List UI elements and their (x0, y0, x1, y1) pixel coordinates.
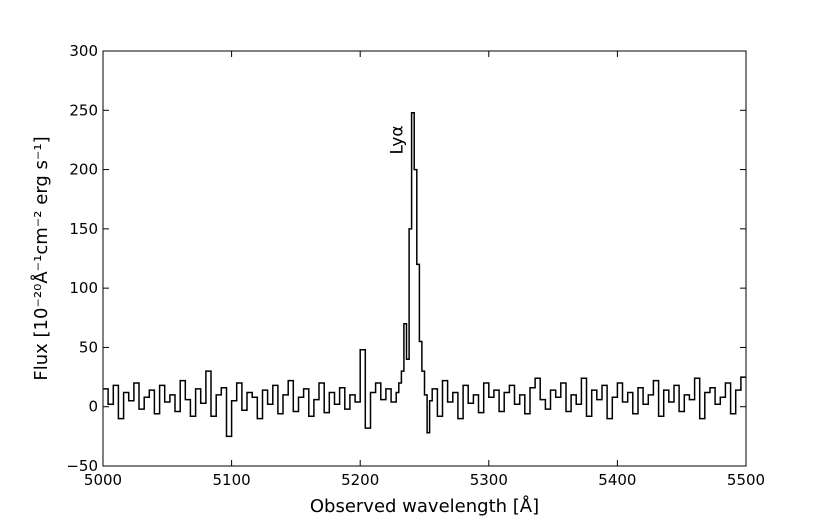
y-axis-ticks: −50 0 50 100 150 200 250 300 (66, 42, 746, 475)
plot-area (103, 111, 746, 438)
annotation-lyalpha: Lyα (388, 125, 408, 154)
y-tick-label: 100 (69, 279, 98, 297)
y-tick-label: −50 (66, 457, 98, 475)
y-tick-label: 250 (69, 101, 98, 119)
x-tick-label: 5500 (727, 471, 765, 489)
y-axis-label: Flux [10⁻²⁰Å⁻¹cm⁻² erg s⁻¹] (30, 136, 52, 380)
x-tick-label: 5200 (341, 471, 379, 489)
spectrum-series-line (103, 111, 746, 438)
x-tick-label: 5300 (470, 471, 508, 489)
x-tick-label: 5000 (84, 471, 122, 489)
y-tick-label: 200 (69, 161, 98, 179)
x-tick-label: 5400 (598, 471, 636, 489)
y-tick-label: 0 (88, 398, 98, 416)
axes-frame (102, 50, 747, 467)
x-axis-label: Observed wavelength [Å] (310, 495, 539, 517)
annotations: Lyα (388, 125, 408, 154)
y-tick-label: 50 (79, 338, 98, 356)
x-tick-label: 5100 (213, 471, 251, 489)
y-tick-label: 300 (69, 42, 98, 60)
y-tick-label: 150 (69, 220, 98, 238)
x-axis-ticks: 5000 5100 5200 5300 5400 5500 (84, 51, 765, 489)
